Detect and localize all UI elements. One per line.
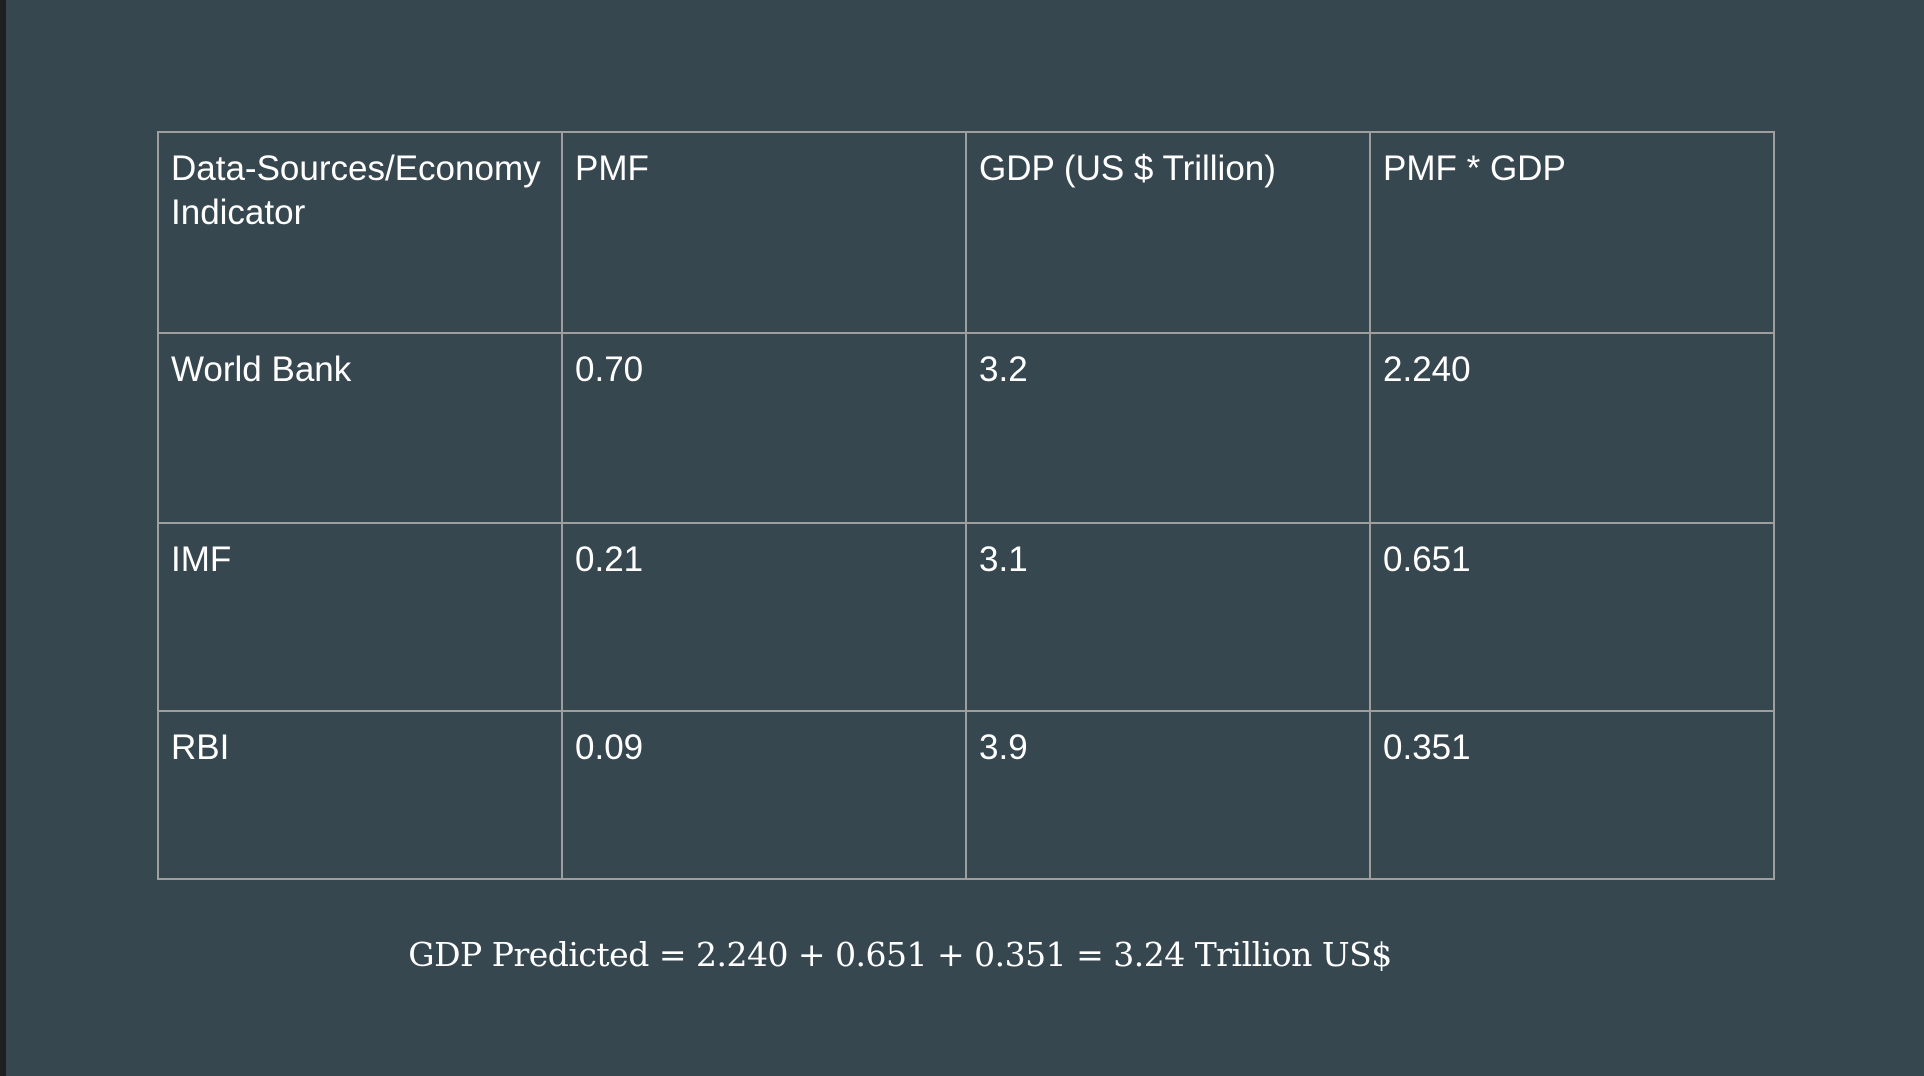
table-cell-gdp: 3.2 [965,332,1371,524]
table-row: World Bank 0.70 3.2 2.240 [157,332,1775,524]
table-row: RBI 0.09 3.9 0.351 [157,710,1775,880]
header-cell-product: PMF * GDP [1369,131,1775,334]
table-cell-source: RBI [157,710,563,880]
table-cell-gdp: 3.9 [965,710,1371,880]
table-cell-pmf: 0.09 [561,710,967,880]
table-cell-source: World Bank [157,332,563,524]
table-header-row: Data-Sources/Economy Indicator PMF GDP (… [157,131,1775,334]
table-cell-pmf: 0.21 [561,522,967,712]
header-cell-gdp: GDP (US $ Trillion) [965,131,1371,334]
table-cell-gdp: 3.1 [965,522,1371,712]
left-edge-bar [0,0,6,1076]
header-cell-pmf: PMF [561,131,967,334]
gdp-table: Data-Sources/Economy Indicator PMF GDP (… [157,131,1775,880]
table-row: IMF 0.21 3.1 0.651 [157,522,1775,712]
table-cell-product: 0.351 [1369,710,1775,880]
gdp-formula: GDP Predicted = 2.240 + 0.651 + 0.351 = … [408,935,1392,974]
header-cell-source: Data-Sources/Economy Indicator [157,131,563,334]
table-cell-product: 2.240 [1369,332,1775,524]
table-cell-pmf: 0.70 [561,332,967,524]
table-cell-source: IMF [157,522,563,712]
table-cell-product: 0.651 [1369,522,1775,712]
